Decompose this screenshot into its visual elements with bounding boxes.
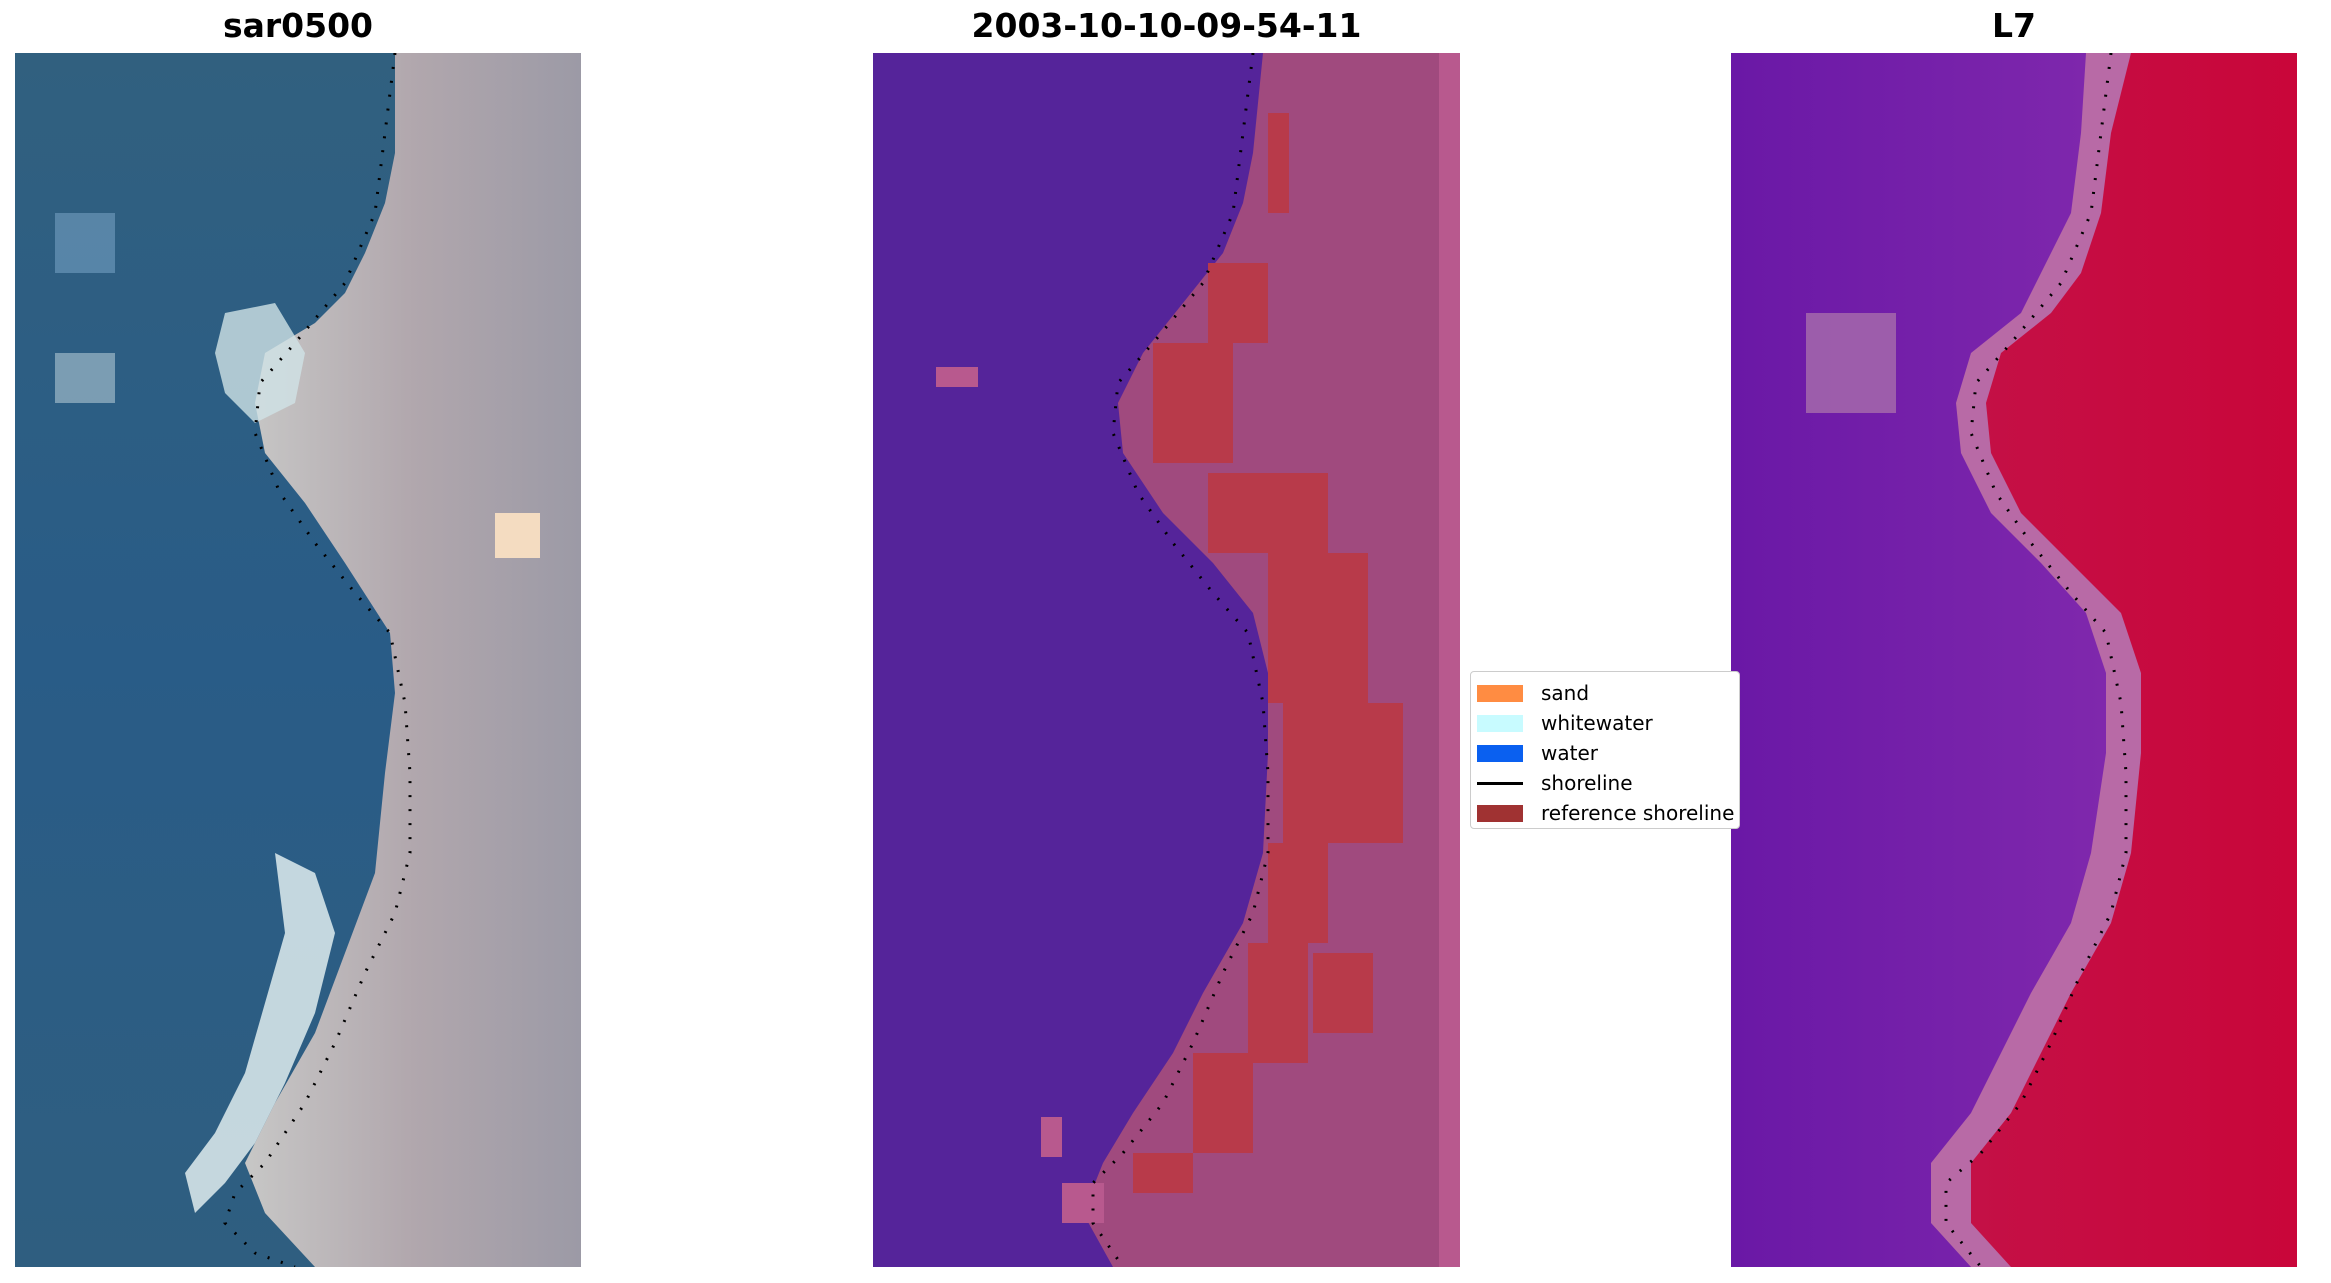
legend-item-shoreline: shoreline — [1477, 770, 1633, 796]
legend-label: shoreline — [1541, 771, 1633, 795]
isolated-pixel — [936, 367, 978, 387]
legend-swatch-sand — [1477, 684, 1523, 702]
panel-title-index: L7 — [1992, 6, 2036, 45]
legend-item-whitewater: whitewater — [1477, 710, 1653, 736]
land-area — [245, 53, 581, 1267]
classification-panel — [873, 53, 1460, 1267]
legend-swatch-reference-shoreline — [1477, 804, 1523, 822]
pale-patch — [1806, 313, 1896, 413]
index-panel — [1731, 53, 2297, 1267]
panel-title-classification: 2003-10-10-09-54-11 — [971, 6, 1362, 45]
legend-item-sand: sand — [1477, 680, 1589, 706]
sand-overlay — [1133, 113, 1403, 1193]
legend-label: water — [1541, 741, 1598, 765]
panel-title-rgb: sar0500 — [222, 6, 374, 45]
legend-label: sand — [1541, 681, 1590, 705]
image-edge-strip — [1439, 53, 1460, 1267]
surf-zone — [185, 853, 335, 1213]
legend-item-reference-shoreline: reference shoreline — [1477, 800, 1734, 826]
legend: sand whitewater water shoreline referenc… — [1470, 671, 1740, 829]
legend-swatch-whitewater — [1477, 714, 1523, 732]
rgb-image-panel — [15, 53, 581, 1267]
pale-patch — [55, 213, 115, 273]
surf-zone — [215, 303, 305, 423]
isolated-pixel — [1041, 1117, 1062, 1157]
legend-swatch-water — [1477, 744, 1523, 762]
legend-label: whitewater — [1541, 711, 1653, 735]
legend-line-shoreline — [1477, 781, 1523, 785]
index-land-area — [1971, 53, 2297, 1267]
legend-item-water: water — [1477, 740, 1598, 766]
legend-label: reference shoreline — [1541, 801, 1735, 825]
bright-patch — [495, 513, 540, 558]
isolated-pixel — [1062, 1183, 1104, 1223]
pale-patch — [55, 353, 115, 403]
